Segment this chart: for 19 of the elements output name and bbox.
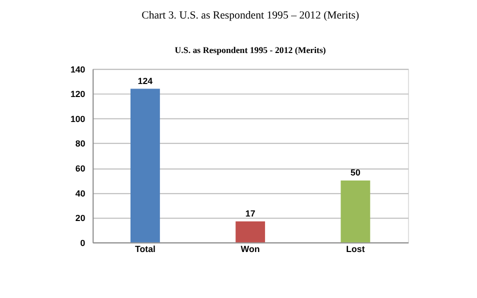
chart-subtitle: U.S. as Respondent 1995 - 2012 (Merits) bbox=[174, 45, 326, 56]
x-tick-label: Lost bbox=[346, 244, 365, 254]
y-tick-label: 80 bbox=[75, 138, 86, 149]
x-tick-label: Total bbox=[134, 244, 156, 254]
y-tick-label: 40 bbox=[75, 188, 86, 198]
y-tick-label: 60 bbox=[75, 164, 86, 174]
y-tick-label: 100 bbox=[70, 114, 86, 124]
data-label: 124 bbox=[138, 76, 153, 86]
data-label: 17 bbox=[245, 208, 256, 218]
bar bbox=[340, 180, 370, 242]
data-label: 50 bbox=[350, 168, 360, 178]
chart-title: Chart 3. U.S. as Respondent 1995 – 2012 (Merits) bbox=[142, 10, 360, 22]
y-tick-label: 120 bbox=[70, 89, 86, 100]
bar bbox=[130, 88, 160, 242]
y-tick-label: 140 bbox=[70, 64, 86, 74]
y-tick-label: 0 bbox=[80, 238, 86, 248]
x-tick-label: Won bbox=[240, 244, 260, 254]
y-tick-label: 20 bbox=[75, 213, 86, 224]
bar bbox=[236, 221, 266, 242]
